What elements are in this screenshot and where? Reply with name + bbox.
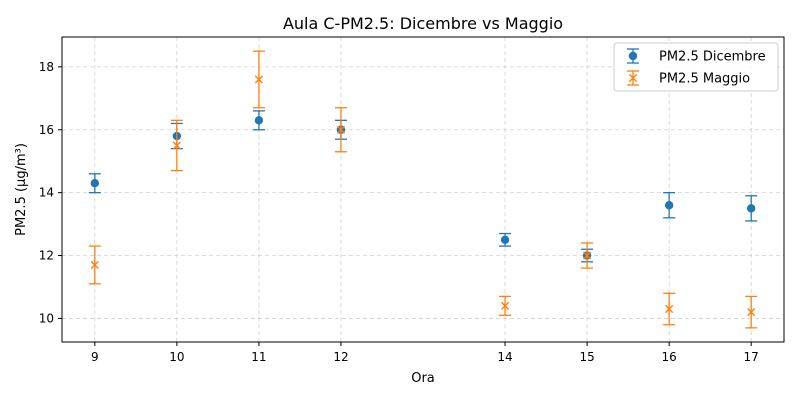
point-maggio-stroke xyxy=(747,308,756,317)
point-maggio-stroke xyxy=(172,141,181,150)
point-maggio-stroke xyxy=(90,260,99,270)
x-tick-label: 17 xyxy=(744,350,759,364)
y-tick-label: 10 xyxy=(39,311,54,325)
y-tick-label: 18 xyxy=(39,60,54,74)
point-maggio xyxy=(665,304,674,314)
chart-title: Aula C-PM2.5: Dicembre vs Maggio xyxy=(283,14,563,33)
point-maggio xyxy=(90,260,99,270)
legend-box xyxy=(613,42,779,92)
x-axis-label: Ora xyxy=(411,371,435,386)
point-maggio xyxy=(254,75,264,84)
point-dicembre xyxy=(90,179,100,188)
x-axis-ticks: 9 10 11 12 14 15 16 17 xyxy=(91,342,759,364)
data-marks xyxy=(88,50,758,329)
point-dicembre xyxy=(746,204,756,213)
point-maggio xyxy=(582,251,592,260)
x-tick-label: 15 xyxy=(579,350,594,364)
x-tick-label: 14 xyxy=(497,350,512,364)
legend-label-maggio: PM2.5 Maggio xyxy=(659,72,750,87)
x-tick-label: 10 xyxy=(169,350,184,364)
point-maggio xyxy=(747,308,756,317)
point-maggio-stroke xyxy=(582,251,592,260)
y-tick-label: 12 xyxy=(39,249,54,263)
x-tick-label: 16 xyxy=(661,350,676,364)
y-tick-label: 16 xyxy=(39,123,54,137)
legend-label-dicembre: PM2.5 Dicembre xyxy=(659,50,766,65)
y-axis-ticks: 10 12 14 16 18 xyxy=(39,60,62,325)
legend: PM2.5 Dicembre PM2.5 Maggio xyxy=(613,42,779,92)
point-dicembre xyxy=(664,201,674,210)
point-maggio xyxy=(172,141,181,150)
x-tick-label: 11 xyxy=(251,350,266,364)
y-axis-label: PM2.5 (µg/m³) xyxy=(14,143,29,236)
x-tick-label: 9 xyxy=(91,350,99,364)
point-dicembre xyxy=(254,116,264,125)
point-dicembre xyxy=(500,235,510,245)
point-maggio-stroke xyxy=(254,75,264,84)
point-maggio-stroke xyxy=(500,301,510,310)
plot-area-frame xyxy=(61,36,785,343)
point-maggio xyxy=(336,125,346,134)
legend-marker-dicembre xyxy=(628,51,638,61)
point-maggio-stroke xyxy=(665,304,674,314)
legend-marker-maggio xyxy=(628,73,638,83)
point-maggio xyxy=(500,301,510,310)
legend-marker-maggio-stroke xyxy=(628,73,638,83)
y-tick-label: 14 xyxy=(39,186,54,200)
point-maggio-stroke xyxy=(336,125,346,134)
x-tick-label: 12 xyxy=(333,350,348,364)
